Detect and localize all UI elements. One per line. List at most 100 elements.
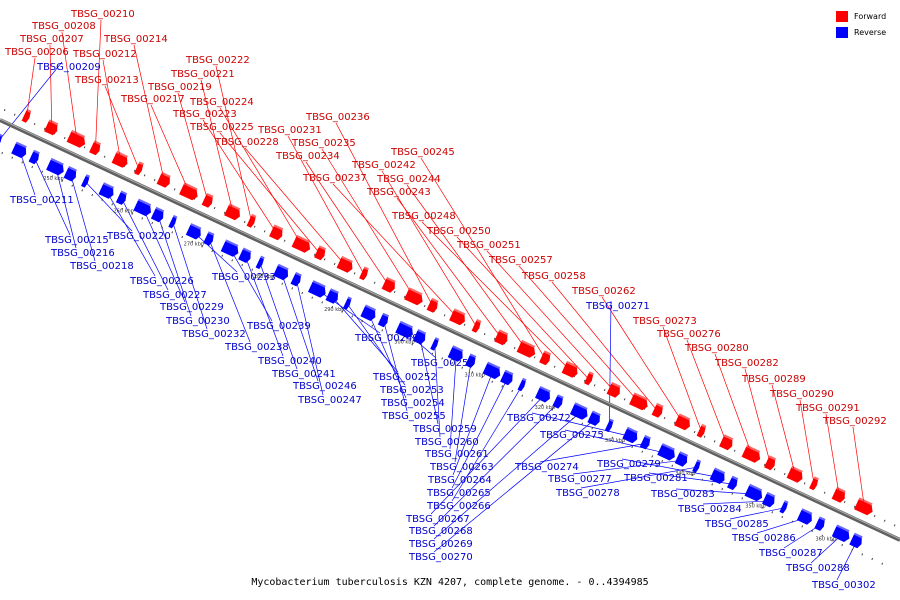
minor-tick [263,230,266,233]
minor-tick [483,332,486,336]
gene-body [552,396,563,409]
gene-body [185,224,201,240]
minor-tick [421,347,424,351]
reverse-gene-label: TBSG_00226 [129,276,194,287]
minor-tick [591,427,594,430]
gene-shade [746,444,761,453]
gene-body [779,501,788,514]
scale-tick-label: 310 kbp [464,372,484,378]
forward-leader [49,44,53,129]
reverse-gene-label: TBSG_00287 [758,548,823,559]
forward-leader [61,31,78,141]
gene-body [359,268,369,281]
gene-shade [138,161,144,166]
forward-gene-label: TBSG_00262 [571,286,636,297]
scale-ticks: 250 kbp 260 kbp 270 kbp 280 kbp 290 kbp 300 k… [43,176,836,542]
gene-shade [363,266,369,271]
reverse-gene [744,483,763,502]
gene-shade [557,394,564,399]
gene-shade [417,329,427,335]
forward-gene [246,213,257,228]
gene-body [203,233,214,246]
forward-leader [287,135,365,275]
forward-gene [201,192,214,208]
minor-tick [533,356,536,359]
minor-tick [861,553,864,556]
reverse-gene [639,434,651,450]
forward-leader [104,85,140,170]
forward-gene-label: TBSG_00231 [257,125,322,136]
reverse-gene-label: TBSG_00302 [811,580,876,591]
reverse-leader [70,175,96,262]
forward-leader [133,44,165,182]
gene-body [46,159,64,176]
forward-leader [686,339,728,444]
minor-tick [131,212,134,215]
gene-shade [173,214,178,219]
minor-tick [581,422,584,425]
reverse-gene-label: TBSG_00268 [408,526,473,537]
map-caption: Mycobacterium tuberculosis KZN 4207, com… [251,577,649,588]
minor-tick [301,291,304,295]
gene-features [0,108,873,549]
forward-gene [404,287,423,306]
gene-shade [679,451,689,457]
minor-tick [501,385,504,388]
minor-tick [11,156,14,159]
minor-tick [853,505,856,508]
forward-gene [764,455,777,471]
minor-tick [161,226,164,229]
minor-tick [313,253,316,256]
minor-tick [741,497,744,500]
minor-tick [431,352,434,355]
minor-tick [883,519,886,522]
gene-shade [611,381,621,388]
reverse-gene-label: TBSG_00239 [246,321,311,332]
minor-tick [641,450,644,453]
reverse-gene-label: TBSG_00216 [50,248,115,259]
reverse-leader [419,338,439,425]
forward-leader [381,170,477,328]
gene-shade [836,486,846,493]
minor-tick [231,259,234,262]
minor-tick [561,413,564,416]
gene-shade [731,475,739,481]
reverse-gene-label: TBSG_00241 [271,369,336,380]
reverse-gene-label: TBSG_00209 [36,62,101,73]
reverse-gene [115,190,128,205]
gene-shade [33,149,40,155]
gene-body [500,371,513,386]
gene-shade [318,245,327,251]
minor-tick [773,468,776,471]
forward-leader [332,183,459,319]
gene-body [11,143,27,159]
gene-body [674,453,688,467]
reverse-gene [517,377,527,392]
gene-body [21,110,31,123]
gene-shade [819,516,826,521]
minor-tick [531,399,534,402]
minor-tick [711,483,714,486]
gene-shade [48,119,59,126]
gene-shade [251,213,257,218]
minor-tick [831,539,834,542]
reverse-gene [203,231,215,246]
minor-tick [143,174,146,177]
reverse-gene-label: TBSG_00261 [424,449,489,460]
gene-body [133,200,151,217]
reverse-gene-label: TBSG_00254 [380,398,445,409]
reverse-gene-label: TBSG_00278 [555,488,620,499]
forward-gene-label: TBSG_00290 [769,389,834,400]
minor-tick [681,469,684,472]
forward-leader [486,250,615,392]
minor-tick [553,365,556,368]
forward-gene [381,276,396,293]
minor-tick [801,525,804,528]
forward-gene-label: TBSG_00242 [351,160,416,171]
gene-body [854,499,873,516]
reverse-gene-label: TBSG_00220 [106,231,171,242]
gene-shade [103,182,115,189]
minor-tick [611,436,614,439]
minor-tick [91,193,94,197]
